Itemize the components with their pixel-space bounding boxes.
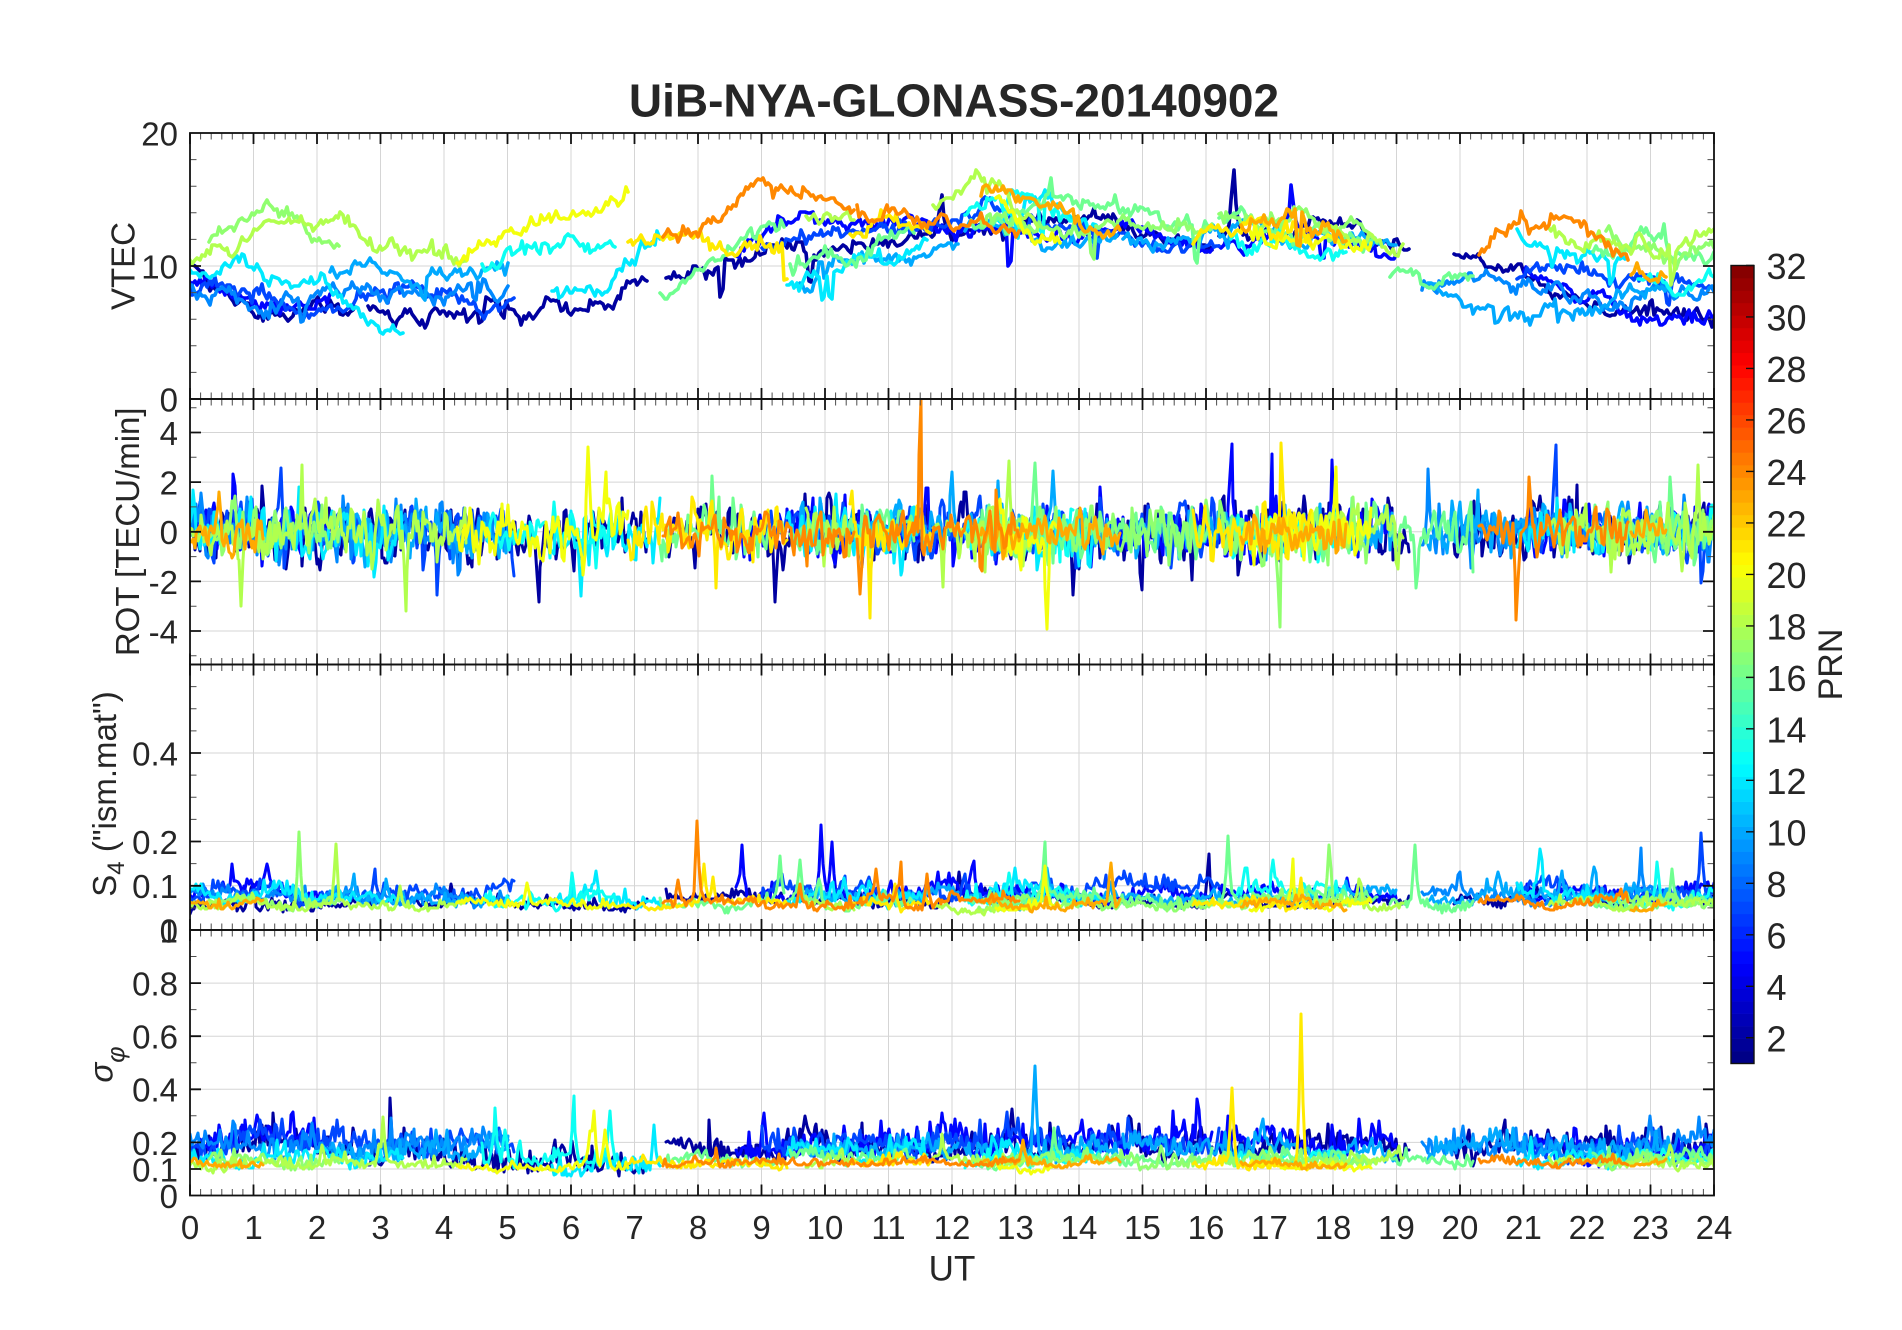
- svg-text:0.8: 0.8: [132, 966, 178, 1003]
- svg-text:14: 14: [1061, 1209, 1098, 1246]
- svg-text:-4: -4: [149, 613, 178, 650]
- svg-text:15: 15: [1124, 1209, 1161, 1246]
- svg-text:32: 32: [1767, 246, 1807, 287]
- svg-text:1: 1: [244, 1209, 262, 1246]
- svg-text:23: 23: [1632, 1209, 1669, 1246]
- svg-text:2: 2: [160, 465, 178, 502]
- svg-text:0.6: 0.6: [132, 1019, 178, 1056]
- svg-text:20: 20: [1442, 1209, 1479, 1246]
- svg-text:16: 16: [1188, 1209, 1225, 1246]
- svg-text:20: 20: [1767, 555, 1807, 596]
- svg-text:12: 12: [934, 1209, 971, 1246]
- svg-text:8: 8: [1767, 864, 1787, 905]
- svg-text:UiB-NYA-GLONASS-20140902: UiB-NYA-GLONASS-20140902: [629, 75, 1279, 127]
- svg-text:21: 21: [1505, 1209, 1542, 1246]
- svg-text:19: 19: [1378, 1209, 1415, 1246]
- svg-text:0: 0: [160, 514, 178, 551]
- svg-text:0: 0: [160, 912, 178, 949]
- svg-text:10: 10: [141, 248, 178, 285]
- svg-text:30: 30: [1767, 298, 1807, 339]
- svg-text:9: 9: [752, 1209, 770, 1246]
- svg-text:PRN: PRN: [1812, 629, 1850, 701]
- svg-text:4: 4: [160, 415, 178, 452]
- svg-text:0.1: 0.1: [132, 1151, 178, 1188]
- svg-text:1: 1: [160, 912, 178, 949]
- svg-text:0: 0: [160, 1178, 178, 1215]
- svg-text:18: 18: [1315, 1209, 1352, 1246]
- svg-text:16: 16: [1767, 658, 1807, 699]
- svg-text:4: 4: [1767, 967, 1787, 1008]
- svg-text:4: 4: [435, 1209, 453, 1246]
- svg-text:2: 2: [1767, 1018, 1787, 1059]
- svg-text:17: 17: [1251, 1209, 1288, 1246]
- svg-text:13: 13: [997, 1209, 1034, 1246]
- svg-text:7: 7: [625, 1209, 643, 1246]
- svg-text:6: 6: [1767, 915, 1787, 956]
- svg-text:VTEC: VTEC: [105, 222, 142, 310]
- svg-text:0.2: 0.2: [132, 1125, 178, 1162]
- svg-text:22: 22: [1569, 1209, 1606, 1246]
- svg-text:11: 11: [871, 1209, 905, 1246]
- svg-text:3: 3: [371, 1209, 389, 1246]
- svg-text:2: 2: [308, 1209, 326, 1246]
- svg-text:10: 10: [807, 1209, 844, 1246]
- svg-text:12: 12: [1767, 761, 1807, 802]
- svg-text:0: 0: [181, 1209, 199, 1246]
- svg-text:5: 5: [498, 1209, 516, 1246]
- svg-text:ROT [TECU/min]: ROT [TECU/min]: [109, 407, 146, 656]
- svg-text:0.2: 0.2: [132, 824, 178, 861]
- svg-text:-2: -2: [149, 564, 178, 601]
- svg-text:10: 10: [1767, 812, 1807, 853]
- svg-text:6: 6: [562, 1209, 580, 1246]
- svg-text:σφ: σφ: [83, 1046, 131, 1082]
- svg-text:8: 8: [689, 1209, 707, 1246]
- svg-text:0.1: 0.1: [132, 868, 178, 905]
- svg-text:24: 24: [1696, 1209, 1733, 1246]
- svg-text:0.4: 0.4: [132, 735, 178, 772]
- svg-text:18: 18: [1767, 606, 1807, 647]
- svg-text:26: 26: [1767, 401, 1807, 442]
- svg-text:24: 24: [1767, 452, 1807, 493]
- svg-text:0: 0: [160, 381, 178, 418]
- svg-text:22: 22: [1767, 503, 1807, 544]
- svg-text:20: 20: [141, 115, 178, 152]
- svg-text:UT: UT: [929, 1250, 976, 1289]
- svg-text:0.4: 0.4: [132, 1072, 178, 1109]
- svg-text:14: 14: [1767, 709, 1807, 750]
- svg-text:28: 28: [1767, 349, 1807, 390]
